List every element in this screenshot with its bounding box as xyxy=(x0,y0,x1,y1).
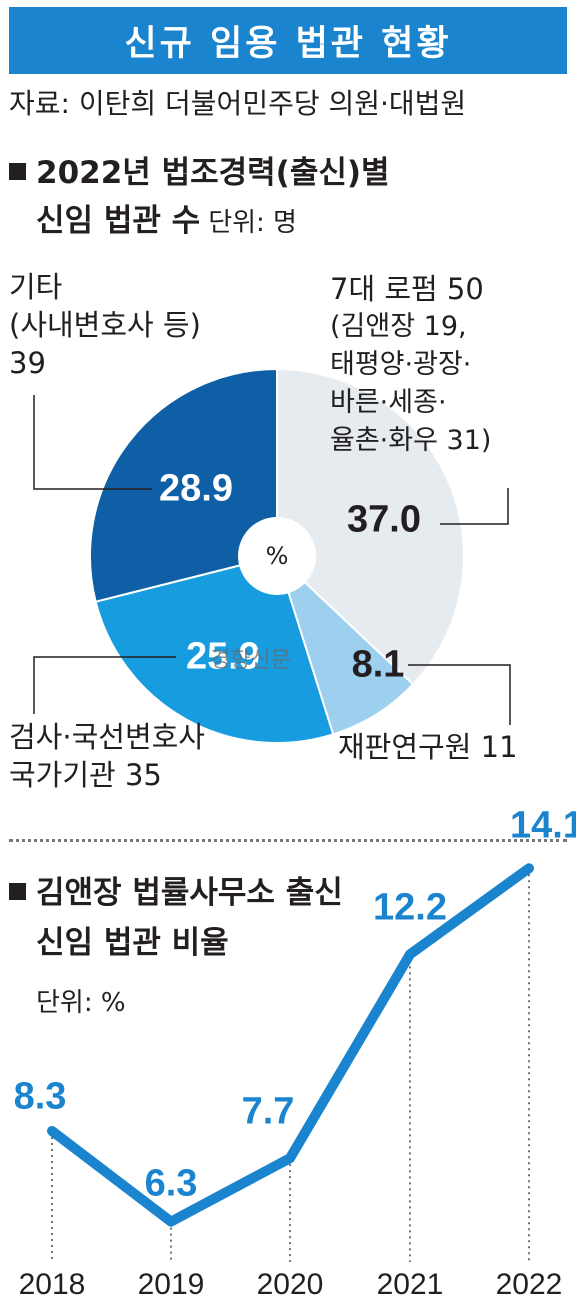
x-tick-2021: 2021 xyxy=(376,1268,444,1301)
data-point-2021 xyxy=(406,950,414,959)
label-other-line1: 기타 xyxy=(9,270,63,304)
data-label-2021: 12.2 xyxy=(373,886,447,929)
x-tick-2022: 2022 xyxy=(495,1268,563,1301)
pie-slice-lawfirm xyxy=(276,367,465,686)
x-tick-2019: 2019 xyxy=(137,1268,205,1301)
label-other: 기타 (사내변호사 등) 39 xyxy=(9,268,201,382)
pie-value-other: 28.9 xyxy=(159,467,233,510)
pie-title-line1: 2022년 법조경력(출신)별 xyxy=(36,155,390,191)
square-bullet-icon-2 xyxy=(9,883,26,900)
pie-center-hole xyxy=(238,517,316,595)
data-label-2020: 7.7 xyxy=(241,1090,295,1133)
pie-slice-research xyxy=(274,552,415,736)
label-research-line1: 재판연구원 11 xyxy=(338,730,518,764)
data-label-2019: 6.3 xyxy=(144,1162,198,1205)
pie-chart xyxy=(89,367,465,745)
x-tick-2020: 2020 xyxy=(256,1268,324,1301)
pie-value-prosecutor: 25.9 xyxy=(186,635,260,678)
leader-line-lawfirm xyxy=(440,488,509,525)
pie-unit: 단위: 명 xyxy=(208,208,297,238)
label-prosecutor: 검사·국선변호사 국가기관 35 xyxy=(9,718,205,794)
chart-title: 신규 임용 법관 현황 xyxy=(9,7,567,74)
data-point-2020 xyxy=(286,1154,294,1163)
label-lawfirm: 7대 로펌 50 (김앤장 19, 태평양·광장· 바른·세종· 율촌·화우 3… xyxy=(330,270,491,460)
label-other-line2: (사내변호사 등) xyxy=(9,308,201,342)
pie-center-label: % xyxy=(265,542,289,570)
line-chart xyxy=(47,863,534,1262)
label-prosecutor-line1: 검사·국선변호사 xyxy=(9,720,205,754)
leader-line-research xyxy=(408,664,511,725)
data-label-2022: 14.1 xyxy=(510,804,576,847)
label-lawfirm-line4: 바른·세종· xyxy=(330,387,447,418)
leader-line-prosecutor xyxy=(33,656,176,714)
label-research: 재판연구원 11 xyxy=(338,728,518,766)
square-bullet-icon xyxy=(9,163,26,180)
line-unit: 단위: % xyxy=(36,988,126,1018)
leader-line-other xyxy=(33,395,152,490)
label-prosecutor-line2: 국가기관 35 xyxy=(9,758,162,792)
line-section-title: 김앤장 법률사무소 출신 xyxy=(9,872,343,915)
watermark: 경향신문 xyxy=(210,648,291,673)
pie-section-title-2: 신임 법관 수 단위: 명 xyxy=(36,200,297,245)
data-point-2022 xyxy=(525,864,533,873)
pie-leader-lines xyxy=(33,395,511,725)
label-lawfirm-line1: 7대 로펌 50 xyxy=(330,272,484,306)
label-lawfirm-line2: (김앤장 19, xyxy=(330,311,467,342)
x-tick-2018: 2018 xyxy=(18,1268,86,1301)
data-label-2018: 8.3 xyxy=(13,1075,67,1118)
pie-value-lawfirm: 37.0 xyxy=(347,498,421,541)
pie-section-title: 2022년 법조경력(출신)별 xyxy=(9,152,390,195)
source-note: 자료: 이탄희 더불어민주당 의원·대법원 xyxy=(9,87,467,120)
section-divider xyxy=(9,839,567,842)
pie-title-line2: 신임 법관 수 xyxy=(36,203,201,239)
data-point-2018 xyxy=(48,1127,56,1135)
pie-slice-other xyxy=(89,367,278,603)
label-lawfirm-line3: 태평양·광장· xyxy=(330,349,472,380)
label-lawfirm-line5: 율촌·화우 31) xyxy=(330,425,492,456)
line-title-line1: 김앤장 법률사무소 출신 xyxy=(36,875,343,911)
line-title-line2: 신임 법관 비율 xyxy=(36,925,229,961)
label-other-line3: 39 xyxy=(9,346,46,380)
data-point-2019 xyxy=(167,1217,175,1226)
pie-value-research: 8.1 xyxy=(351,643,405,686)
pie-slice-prosecutor xyxy=(94,554,335,745)
line-section-title-2: 신임 법관 비율 xyxy=(36,922,229,965)
